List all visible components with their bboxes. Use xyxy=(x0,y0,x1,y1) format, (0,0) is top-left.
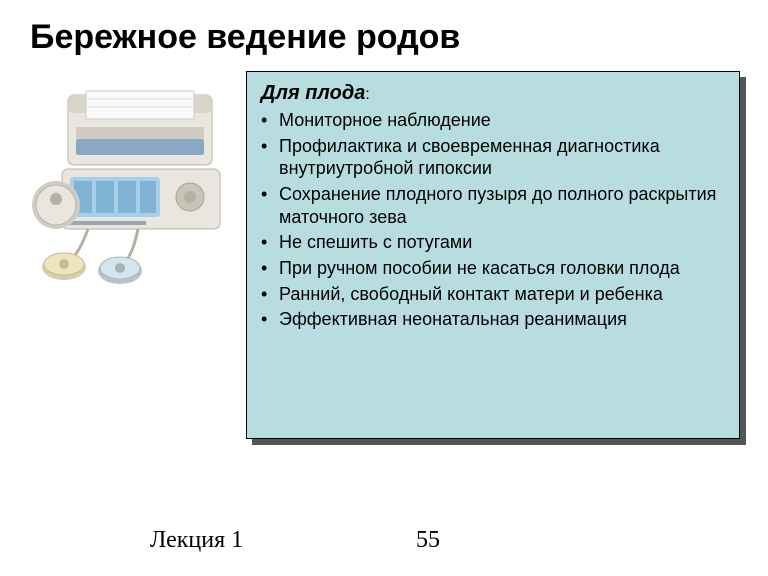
panel-heading: Для плода: xyxy=(261,82,727,105)
list-item: Сохранение плодного пузыря до полного ра… xyxy=(261,183,727,228)
footer-lecture-label: Лекция 1 xyxy=(150,527,243,554)
panel-heading-colon: : xyxy=(365,86,369,103)
panel-heading-text: Для плода xyxy=(261,82,365,104)
slide-title: Бережное ведение родов xyxy=(30,18,740,57)
bullet-list: Мониторное наблюдение Профилактика и сво… xyxy=(261,109,727,331)
list-item: Мониторное наблюдение xyxy=(261,109,727,132)
ctg-monitor-illustration xyxy=(28,87,240,287)
info-panel: Для плода: Мониторное наблюдение Профила… xyxy=(246,71,740,439)
list-item: Не спешить с потугами xyxy=(261,231,727,254)
content-row: Для плода: Мониторное наблюдение Профила… xyxy=(28,71,740,439)
footer-page-number: 55 xyxy=(416,527,440,554)
image-column xyxy=(28,71,240,292)
list-item: Профилактика и своевременная диагностика… xyxy=(261,135,727,180)
list-item: Ранний, свободный контакт матери и ребен… xyxy=(261,283,727,306)
slide: Бережное ведение родов xyxy=(0,0,768,576)
list-item: Эффективная неонатальная реанимация xyxy=(261,308,727,331)
list-item: При ручном пособии не касаться головки п… xyxy=(261,257,727,280)
